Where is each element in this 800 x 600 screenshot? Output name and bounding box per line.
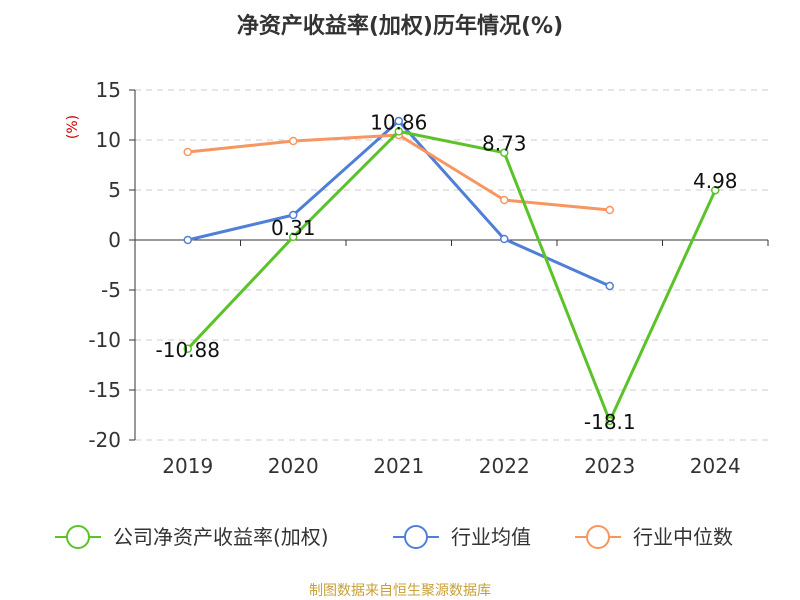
axes: 15 10 5 0 -5 -10 -15 -20 2019 2020 2021 2022 2023 202… xyxy=(88,78,769,478)
series-point-1 xyxy=(183,235,192,245)
data-label: 4.98 xyxy=(693,169,738,193)
data-label: -18.1 xyxy=(584,410,636,434)
series-point-1 xyxy=(394,116,403,126)
y-axis-label: (%) xyxy=(65,115,81,139)
x-tick-label: 2022 xyxy=(479,454,530,478)
legend-label: 公司净资产收益率(加权) xyxy=(113,525,329,549)
series-point-0 xyxy=(394,127,403,136)
series-point-2 xyxy=(605,205,614,215)
x-tick-label: 2023 xyxy=(584,454,635,478)
series-group xyxy=(183,116,720,426)
series-point-0 xyxy=(605,416,614,426)
y-tick-label: 10 xyxy=(96,128,121,152)
series-point-1 xyxy=(500,234,509,244)
data-labels: -10.88 0.31 10.86 8.73 -18.1 4.98 xyxy=(156,110,738,434)
data-label: -10.88 xyxy=(156,338,220,362)
y-tick-label: 15 xyxy=(96,78,121,102)
data-label: 0.31 xyxy=(271,216,316,240)
x-tick-label: 2019 xyxy=(162,454,213,478)
legend-swatch-marker xyxy=(404,525,428,549)
y-tick-label: 0 xyxy=(108,228,121,252)
data-label: 8.73 xyxy=(482,132,527,156)
legend-label: 行业均值 xyxy=(451,525,531,549)
x-tick-label: 2020 xyxy=(268,454,319,478)
series-point-2 xyxy=(183,147,192,157)
x-tick-label: 2024 xyxy=(690,454,741,478)
chart-title: 净资产收益率(加权)历年情况(%) xyxy=(237,13,563,39)
series-point-0 xyxy=(183,344,192,354)
series-point-0 xyxy=(711,185,720,195)
legend: 公司净资产收益率(加权) 行业均值 行业中位数 xyxy=(55,525,733,549)
legend-label: 行业中位数 xyxy=(633,525,733,549)
y-tick-label: 5 xyxy=(108,178,121,202)
series-point-2 xyxy=(289,136,298,146)
series-point-0 xyxy=(289,232,298,242)
series-point-0 xyxy=(500,148,509,157)
series-line-0 xyxy=(186,129,717,423)
series-point-1 xyxy=(289,210,298,220)
y-tick-label: -15 xyxy=(88,378,121,402)
y-tick-label: -5 xyxy=(101,278,121,302)
data-label: 10.86 xyxy=(370,110,427,134)
y-tick-label: -20 xyxy=(88,428,121,452)
x-tick-label: 2021 xyxy=(373,454,424,478)
series-line-2 xyxy=(187,133,610,212)
series-point-2 xyxy=(500,195,509,205)
source-note: 制图数据来自恒生聚源数据库 xyxy=(309,583,491,599)
series-point-1 xyxy=(605,281,614,291)
legend-swatch-marker xyxy=(586,525,610,549)
legend-swatch-marker xyxy=(66,525,90,549)
y-tick-label: -10 xyxy=(88,328,121,352)
